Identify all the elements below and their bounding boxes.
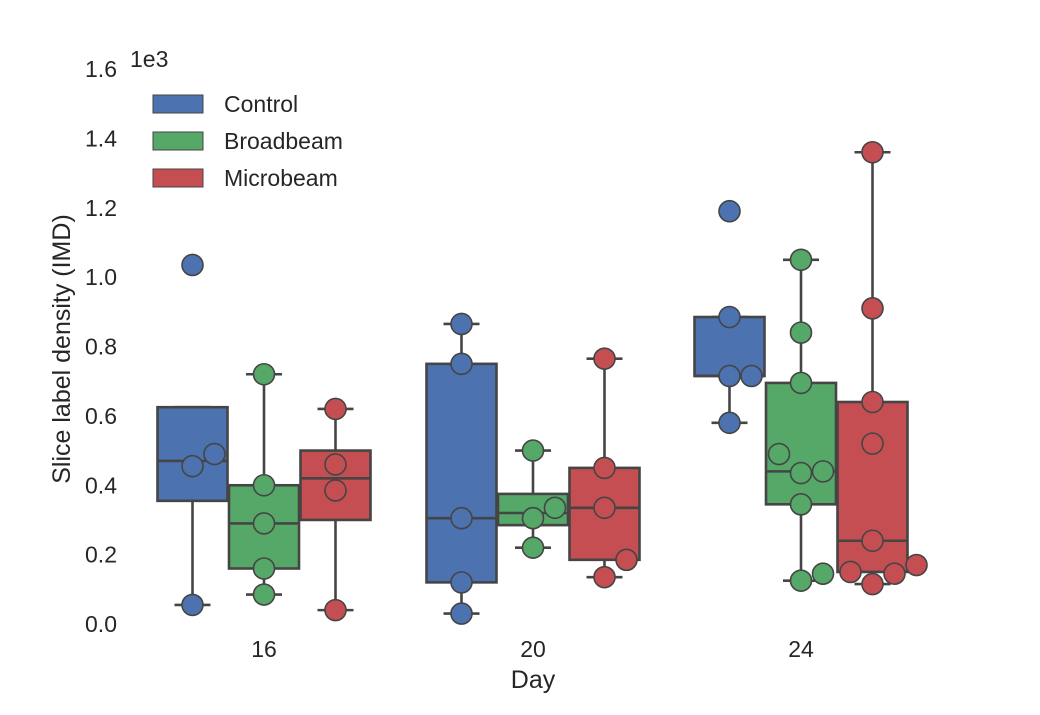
x-axis-label: Day bbox=[511, 666, 556, 694]
plot-area bbox=[156, 140, 928, 625]
data-point bbox=[521, 536, 545, 559]
data-point bbox=[718, 305, 741, 329]
data-point bbox=[252, 473, 276, 497]
y-tick-label: 0.0 bbox=[85, 611, 117, 637]
data-point bbox=[324, 479, 347, 502]
y-tick-label: 0.8 bbox=[85, 334, 117, 360]
series-microbeam bbox=[299, 140, 928, 622]
y-tick-label: 0.6 bbox=[85, 403, 117, 429]
legend-label-control: Control bbox=[224, 91, 298, 117]
data-point bbox=[740, 364, 763, 388]
y-axis: 0.0 0.2 0.4 0.6 0.8 1.0 1.2 1.4 1.6 bbox=[85, 56, 117, 637]
data-point bbox=[905, 553, 928, 577]
data-point bbox=[324, 397, 347, 421]
box-microbeam-day-24 bbox=[836, 140, 928, 596]
data-point bbox=[252, 512, 276, 535]
data-point bbox=[718, 199, 741, 223]
data-point bbox=[181, 593, 204, 617]
data-point bbox=[593, 496, 616, 520]
data-point bbox=[615, 548, 638, 572]
data-point bbox=[789, 321, 813, 344]
data-point bbox=[767, 442, 791, 466]
data-point bbox=[861, 432, 884, 455]
data-point bbox=[181, 454, 204, 478]
data-point bbox=[789, 371, 813, 395]
data-point bbox=[450, 571, 473, 594]
data-point bbox=[593, 347, 616, 370]
box-control-day-16 bbox=[156, 253, 229, 617]
data-point bbox=[789, 493, 813, 516]
data-point bbox=[521, 506, 545, 530]
legend-swatch-broadbeam bbox=[152, 131, 204, 151]
legend: Control Broadbeam Microbeam bbox=[152, 91, 343, 191]
data-point bbox=[593, 565, 616, 589]
legend-swatch-control bbox=[152, 94, 204, 114]
data-point bbox=[450, 312, 473, 336]
data-point bbox=[861, 140, 884, 164]
box-broadbeam-day-20 bbox=[496, 439, 570, 559]
data-point bbox=[839, 560, 862, 584]
data-point bbox=[203, 442, 226, 466]
data-point bbox=[789, 569, 813, 592]
y-tick-label: 1.6 bbox=[85, 56, 117, 82]
data-point bbox=[861, 390, 884, 414]
data-point bbox=[324, 598, 347, 622]
data-point bbox=[861, 572, 884, 596]
data-point bbox=[450, 506, 473, 530]
y-tick-label: 1.4 bbox=[85, 125, 117, 151]
data-point bbox=[252, 362, 276, 386]
data-point bbox=[181, 253, 204, 277]
x-axis: 16 20 24 bbox=[251, 636, 814, 662]
data-point bbox=[521, 439, 545, 462]
data-point bbox=[718, 364, 741, 388]
box-microbeam-day-16 bbox=[299, 397, 372, 622]
legend-label-broadbeam: Broadbeam bbox=[224, 128, 343, 154]
x-tick-label: 20 bbox=[520, 636, 546, 662]
data-point bbox=[252, 583, 276, 606]
y-axis-offset-text: 1e3 bbox=[130, 46, 168, 72]
box-microbeam-day-20 bbox=[568, 347, 641, 589]
y-tick-label: 1.0 bbox=[85, 264, 117, 290]
data-point bbox=[789, 461, 813, 485]
data-point bbox=[324, 453, 347, 476]
box-iqr bbox=[425, 362, 498, 584]
y-axis-label: Slice label density (IMD) bbox=[48, 214, 76, 484]
x-tick-label: 24 bbox=[788, 636, 814, 662]
data-point bbox=[252, 557, 276, 580]
series-control bbox=[156, 199, 766, 625]
data-point bbox=[811, 460, 835, 483]
data-point bbox=[718, 411, 741, 435]
data-point bbox=[883, 562, 906, 586]
data-point bbox=[811, 562, 835, 586]
legend-label-microbeam: Microbeam bbox=[224, 165, 338, 191]
data-point bbox=[861, 297, 884, 320]
box-broadbeam-day-16 bbox=[227, 362, 301, 606]
data-point bbox=[593, 456, 616, 480]
x-tick-label: 16 bbox=[251, 636, 277, 662]
data-point bbox=[543, 496, 567, 520]
box-control-day-20 bbox=[425, 312, 498, 625]
series-broadbeam bbox=[227, 248, 838, 606]
box-control-day-24 bbox=[693, 199, 766, 435]
data-point bbox=[450, 602, 473, 625]
y-tick-label: 1.2 bbox=[85, 195, 117, 221]
data-point bbox=[789, 248, 813, 272]
legend-swatch-microbeam bbox=[152, 168, 204, 188]
y-tick-label: 0.4 bbox=[85, 472, 117, 498]
box-broadbeam-day-24 bbox=[764, 248, 838, 592]
y-tick-label: 0.2 bbox=[85, 542, 117, 568]
data-point bbox=[861, 529, 884, 553]
data-point bbox=[450, 352, 473, 376]
